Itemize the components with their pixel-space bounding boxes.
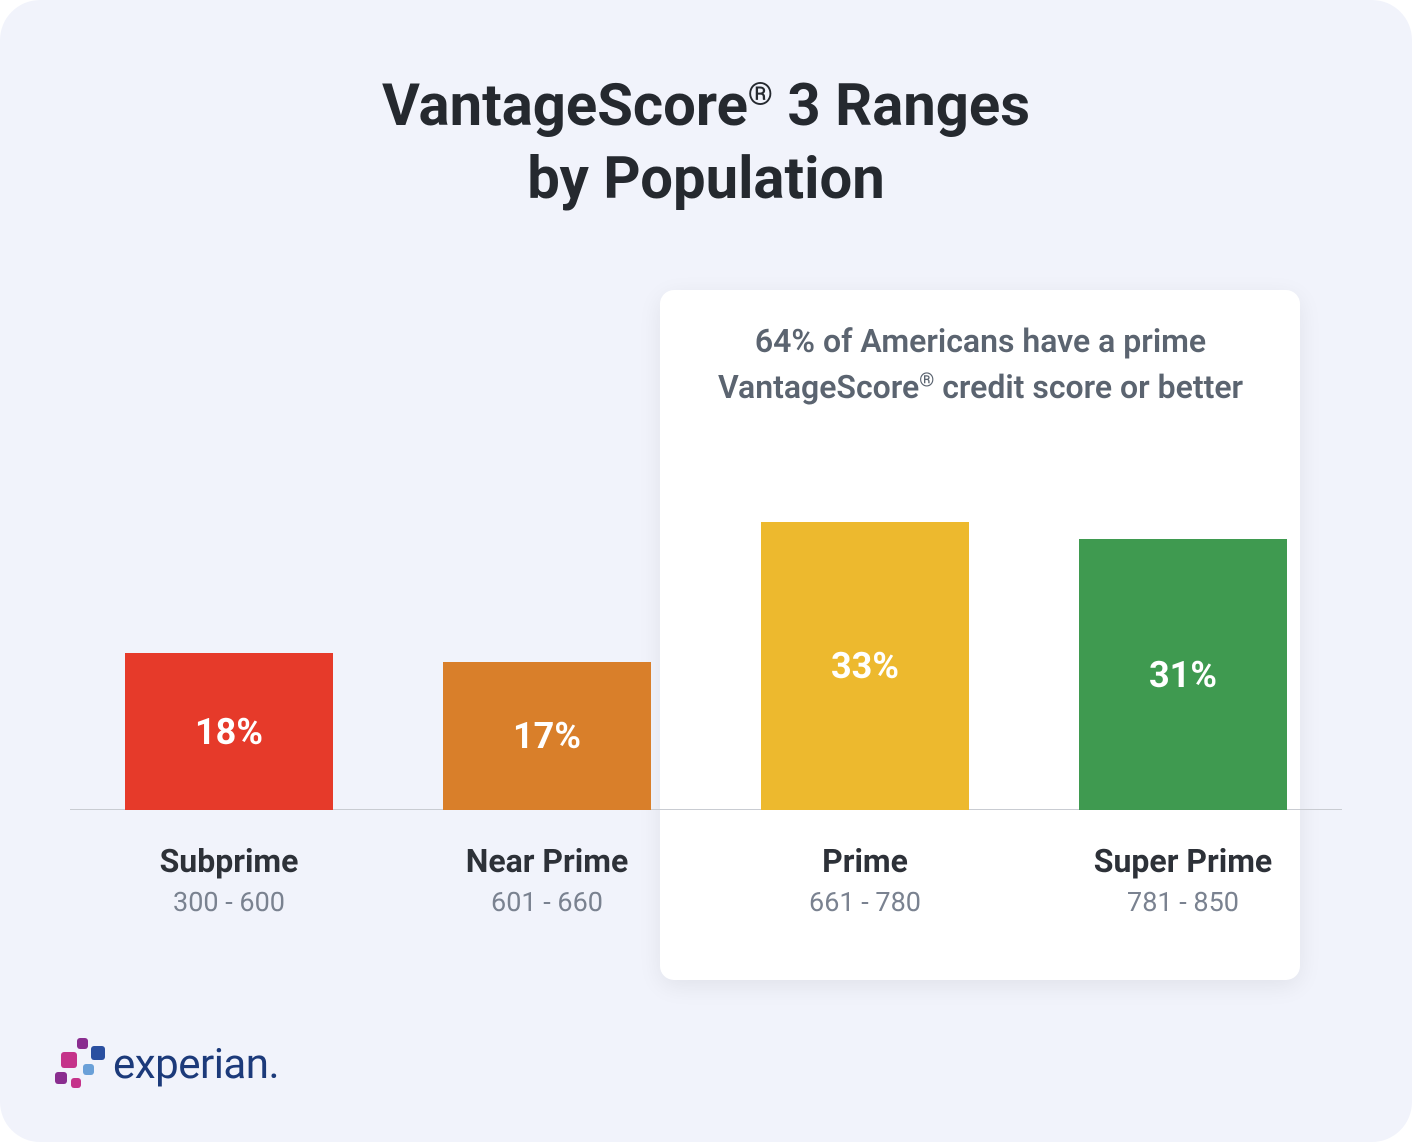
title-line-1: VantageScore® 3 Ranges <box>382 72 1030 140</box>
bar-value-label: 33% <box>831 645 899 687</box>
experian-logo-icon <box>55 1038 107 1090</box>
category-range: 781 - 850 <box>1024 886 1342 918</box>
bars-row: 18% 17% 33% 31% <box>70 510 1342 810</box>
bar-slot: 18% <box>70 510 388 810</box>
experian-logo: experian. <box>55 1038 279 1090</box>
experian-logo-text: experian. <box>113 1040 279 1089</box>
chart-title: VantageScore® 3 Ranges by Population <box>0 0 1412 215</box>
bar-value-label: 17% <box>513 715 581 757</box>
labels-row: Subprime 300 - 600 Near Prime 601 - 660 … <box>70 820 1342 940</box>
bar-subprime: 18% <box>125 653 333 810</box>
logo-square-icon <box>83 1064 94 1075</box>
title-line-2: by Population <box>527 145 884 213</box>
bar-prime: 33% <box>761 522 969 810</box>
category-range: 300 - 600 <box>70 886 388 918</box>
bar-value-label: 18% <box>195 711 263 753</box>
bar-near-prime: 17% <box>443 662 651 810</box>
logo-period: . <box>268 1040 279 1089</box>
category-name: Subprime <box>70 842 388 880</box>
bar-slot: 33% <box>706 510 1024 810</box>
label-slot: Near Prime 601 - 660 <box>388 820 706 940</box>
label-slot: Subprime 300 - 600 <box>70 820 388 940</box>
bar-slot: 31% <box>1024 510 1342 810</box>
category-name: Near Prime <box>388 842 706 880</box>
logo-word: experian <box>113 1040 268 1089</box>
bar-super-prime: 31% <box>1079 539 1287 810</box>
category-name: Prime <box>706 842 1024 880</box>
callout-text: 64% of Americans have a prime VantageSco… <box>688 318 1273 411</box>
category-range: 661 - 780 <box>706 886 1024 918</box>
bar-slot: 17% <box>388 510 706 810</box>
bar-value-label: 31% <box>1149 654 1217 696</box>
infographic-card: VantageScore® 3 Ranges by Population 64%… <box>0 0 1412 1142</box>
logo-square-icon <box>77 1038 88 1049</box>
logo-square-icon <box>55 1072 67 1084</box>
label-slot: Super Prime 781 - 850 <box>1024 820 1342 940</box>
category-name: Super Prime <box>1024 842 1342 880</box>
logo-square-icon <box>71 1078 81 1088</box>
logo-square-icon <box>61 1052 77 1068</box>
category-range: 601 - 660 <box>388 886 706 918</box>
label-slot: Prime 661 - 780 <box>706 820 1024 940</box>
logo-square-icon <box>91 1046 105 1060</box>
chart-area: 64% of Americans have a prime VantageSco… <box>70 270 1342 940</box>
